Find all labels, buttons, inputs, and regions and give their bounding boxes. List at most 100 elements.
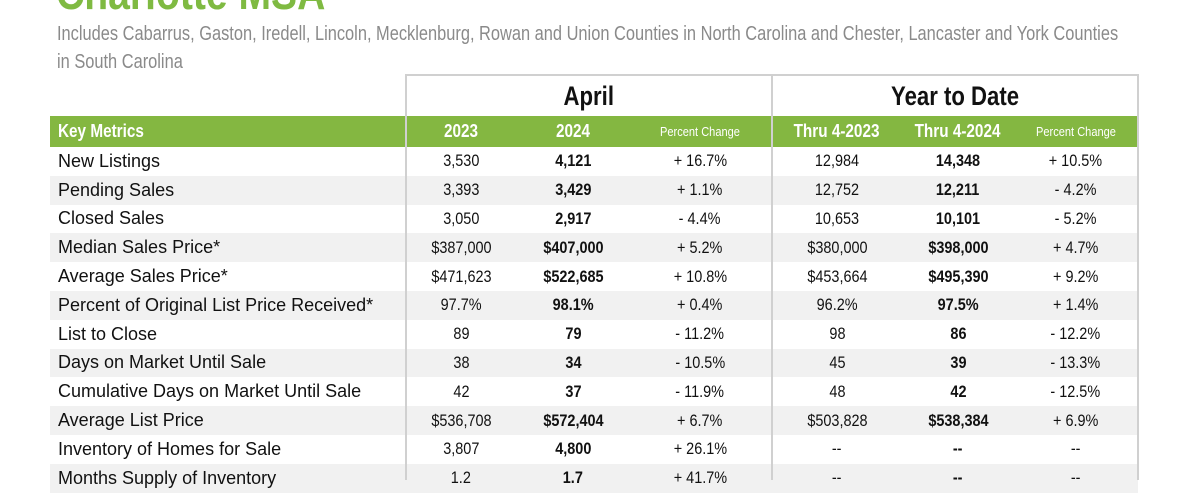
- table-cell: + 16.7%: [673, 151, 727, 171]
- table-cell: 10,101: [935, 208, 981, 228]
- table-cell: $471,623: [430, 266, 492, 286]
- table-row: New Listings 3,530 4,121 + 16.7% 12,984 14,34…: [50, 147, 1138, 176]
- page-title: Charlotte MSA: [56, 0, 325, 20]
- metric-name: Days on Market Until Sale: [58, 352, 267, 373]
- table-cell: + 4.7%: [1052, 237, 1099, 257]
- table-cell: 3,050: [442, 208, 480, 228]
- table-row: Inventory of Homes for Sale 3,807 4,800 + 2…: [50, 435, 1138, 464]
- table-row: Cumulative Days on Market Until Sale 42 37…: [50, 377, 1138, 406]
- metric-name: Pending Sales: [58, 179, 175, 200]
- table-cell: 98.1%: [552, 295, 594, 315]
- table-cell: $398,000: [927, 237, 989, 257]
- column-header: 2024: [555, 121, 591, 141]
- table-cell: 2,917: [554, 208, 592, 228]
- table-row: Average Sales Price* $471,623 $522,685 + 10…: [50, 262, 1138, 291]
- column-header: Thru 4-2024: [915, 121, 1001, 141]
- table-row: Average List Price $536,708 $572,404 + 6.7%…: [50, 406, 1138, 435]
- table-cell: $538,384: [927, 410, 989, 430]
- table-cell: 12,211: [936, 180, 980, 200]
- table-cell: 3,393: [442, 180, 480, 200]
- table-cell: + 6.9%: [1052, 410, 1099, 430]
- table-cell: --: [953, 439, 963, 459]
- table-cell: - 11.9%: [675, 381, 725, 401]
- table-cell: $387,000: [430, 237, 492, 257]
- subtitle: Includes Cabarrus, Gaston, Iredell, Linc…: [57, 23, 1119, 73]
- table-cell: 10,653: [814, 208, 860, 228]
- table-cell: 98: [828, 324, 846, 344]
- table-cell: - 12.5%: [1050, 381, 1101, 401]
- column-header: Percent Change: [1035, 124, 1116, 139]
- header-label: Key Metrics: [58, 121, 144, 141]
- table-cell: 4,800: [554, 439, 592, 459]
- table-cell: 42: [949, 381, 967, 401]
- table-cell: $536,708: [430, 410, 492, 430]
- table-cell: 38: [452, 352, 470, 372]
- column-header: Thru 4-2023: [794, 121, 880, 141]
- table-cell: 48: [828, 381, 846, 401]
- table-cell: $522,685: [542, 266, 604, 286]
- column-header: Percent Change: [660, 124, 740, 139]
- table-cell: + 10.5%: [1048, 151, 1103, 171]
- table-cell: + 9.2%: [1052, 266, 1099, 286]
- table-cell: 79: [564, 324, 582, 344]
- metric-name: Months Supply of Inventory: [58, 467, 277, 488]
- table-cell: 39: [949, 352, 967, 372]
- table-cell: - 13.3%: [1050, 352, 1101, 372]
- metric-name: List to Close: [58, 323, 158, 344]
- table-cell: + 0.4%: [677, 295, 723, 315]
- table-row: Months Supply of Inventory 1.2 1.7 + 41.7% -…: [50, 463, 1138, 493]
- table-cell: 45: [828, 352, 846, 372]
- table-cell: $495,390: [927, 266, 989, 286]
- group-header-month: April: [405, 74, 773, 116]
- metric-name: Median Sales Price*: [58, 237, 221, 258]
- table-cell: + 1.4%: [1052, 295, 1099, 315]
- table-cell: - 5.2%: [1054, 208, 1097, 228]
- table-cell: --: [953, 468, 963, 488]
- table-cell: - 4.2%: [1054, 180, 1097, 200]
- table-cell: 1.7: [562, 468, 584, 488]
- table-cell: 12,752: [814, 180, 860, 200]
- table-cell: + 26.1%: [673, 439, 727, 459]
- table-cell: 97.7%: [440, 295, 482, 315]
- metric-name: Average List Price: [58, 410, 204, 431]
- table-cell: 3,807: [442, 439, 480, 459]
- table-cell: $572,404: [542, 410, 604, 430]
- table-cell: --: [832, 439, 842, 459]
- group-header-ytd: Year to Date: [771, 74, 1139, 116]
- divider: [405, 74, 407, 480]
- table-cell: 37: [564, 381, 582, 401]
- table-cell: $407,000: [542, 237, 604, 257]
- table-cell: --: [1070, 439, 1081, 459]
- table-cell: 97.5%: [937, 295, 979, 315]
- table-cell: - 4.4%: [679, 208, 721, 228]
- table-cell: 4,121: [554, 151, 592, 171]
- table-cell: 3,429: [554, 180, 592, 200]
- table-cell: 34: [564, 352, 582, 372]
- table-header: Key Metrics 2023 2024 Percent Change Thru 4-…: [50, 116, 1138, 147]
- table-row: Days on Market Until Sale 38 34 - 10.5% 45 39…: [50, 348, 1138, 378]
- table-row: List to Close 89 79 - 11.2% 98 86 - 12.2%: [50, 320, 1138, 349]
- table-row: Percent of Original List Price Received*…: [50, 291, 1138, 320]
- metric-name: Closed Sales: [58, 208, 165, 229]
- table-cell: 12,984: [814, 151, 860, 171]
- table-cell: - 10.5%: [675, 352, 725, 372]
- table-cell: 1.2: [450, 468, 472, 488]
- table-cell: 3,530: [442, 151, 480, 171]
- metric-name: Cumulative Days on Market Until Sale: [58, 381, 362, 402]
- table-cell: $453,664: [806, 266, 868, 286]
- table-cell: 89: [452, 324, 470, 344]
- table-cell: - 12.2%: [1050, 324, 1101, 344]
- table-cell: 96.2%: [816, 295, 858, 315]
- metric-name: Inventory of Homes for Sale: [58, 438, 282, 459]
- table-cell: $380,000: [806, 237, 868, 257]
- table-cell: 42: [452, 381, 470, 401]
- table-cell: + 1.1%: [677, 180, 723, 200]
- table-cell: --: [832, 468, 842, 488]
- divider: [771, 74, 773, 480]
- table-cell: + 41.7%: [673, 468, 727, 488]
- metric-name: New Listings: [58, 150, 161, 171]
- metric-name: Percent of Original List Price Received*: [58, 294, 374, 315]
- column-header: 2023: [443, 121, 479, 141]
- table-cell: - 11.2%: [675, 324, 725, 344]
- table-cell: 86: [949, 324, 967, 344]
